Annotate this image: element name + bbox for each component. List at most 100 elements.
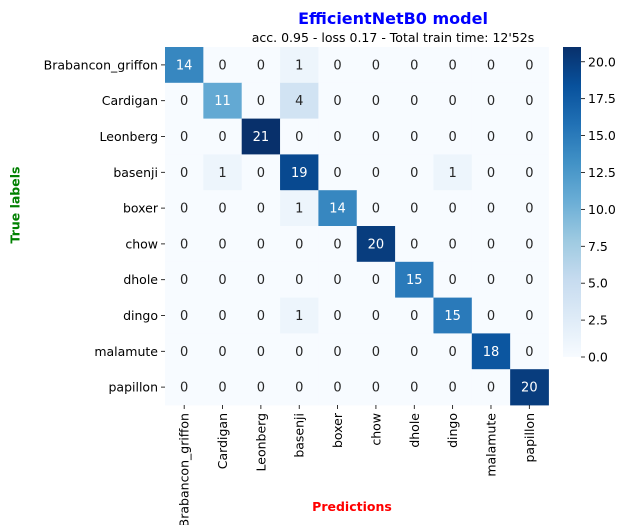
cell-value: 0 — [257, 237, 265, 252]
cell-basenji-dhole — [395, 154, 434, 191]
cell-leonberg-malamute — [471, 118, 511, 155]
cell-leonberg-boxer — [318, 118, 358, 155]
cell-basenji-malamute — [471, 154, 511, 191]
colorbar-tick-label: 10.0 — [588, 202, 616, 217]
cell-value: 0 — [333, 130, 341, 145]
cell-value: 0 — [372, 58, 380, 73]
cell-value: 0 — [372, 381, 380, 396]
cell-boxer-papillon — [510, 190, 549, 227]
cell-dingo-basenji — [280, 297, 319, 334]
cell-value: 0 — [218, 130, 226, 145]
cell-brabancon-griffon-papillon — [510, 47, 549, 84]
cell-value: 0 — [218, 202, 226, 217]
cell-chow-chow — [356, 226, 396, 263]
cell-dhole-boxer — [318, 261, 358, 298]
cell-dhole-dingo — [433, 261, 473, 298]
cell-value: 0 — [295, 273, 303, 288]
cell-cardigan-brabancon-griffon — [165, 82, 204, 119]
cell-papillon-leonberg — [241, 369, 281, 406]
colorbar-tick-label: 2.5 — [588, 313, 608, 328]
cell-value: 1 — [218, 166, 226, 181]
cell-value: 0 — [295, 237, 303, 252]
cell-value: 18 — [483, 345, 500, 360]
cell-value: 0 — [487, 309, 495, 324]
cell-value: 0 — [180, 237, 188, 252]
colorbar-ticks: 0.0 2.5 5.0 7.5 10.0 12.5 15.0 17.5 20.0 — [581, 54, 616, 365]
cell-dhole-dhole — [395, 261, 434, 298]
cell-dingo-chow — [356, 297, 396, 334]
cell-dingo-brabancon-griffon — [165, 297, 204, 334]
cell-cardigan-basenji — [280, 82, 319, 119]
cell-value: 11 — [214, 94, 231, 109]
cell-dhole-basenji — [280, 261, 319, 298]
cell-value: 0 — [180, 94, 188, 109]
cell-value: 0 — [448, 202, 456, 217]
cell-chow-dingo — [433, 226, 473, 263]
cell-value: 0 — [487, 202, 495, 217]
x-axis-label: Predictions — [312, 499, 392, 514]
cell-papillon-cardigan — [203, 369, 243, 406]
column-label-brabancon-griffon: Brabancon_griffon — [177, 413, 192, 525]
column-label-dhole: dhole — [407, 413, 422, 448]
cell-leonberg-brabancon-griffon — [165, 118, 204, 155]
colorbar-tick-label: 5.0 — [588, 276, 608, 291]
column-label-basenji: basenji — [292, 413, 307, 458]
cell-value: 20 — [368, 237, 385, 252]
column-label-papillon: papillon — [522, 413, 537, 463]
colorbar-tick-label: 12.5 — [588, 165, 616, 180]
cell-leonberg-leonberg — [241, 118, 281, 155]
cell-value: 0 — [257, 94, 265, 109]
cell-boxer-dhole — [395, 190, 434, 227]
colorbar — [563, 47, 581, 357]
row-label-dhole: dhole — [123, 272, 158, 287]
cell-value: 0 — [410, 166, 418, 181]
cell-value: 0 — [218, 345, 226, 360]
cell-chow-cardigan — [203, 226, 243, 263]
cell-cardigan-chow — [356, 82, 396, 119]
cell-value: 0 — [333, 58, 341, 73]
cell-malamute-boxer — [318, 333, 358, 370]
cell-value: 0 — [218, 273, 226, 288]
cell-value: 0 — [180, 202, 188, 217]
cell-dingo-dhole — [395, 297, 434, 334]
cell-malamute-malamute — [471, 333, 511, 370]
cell-value: 0 — [410, 381, 418, 396]
cell-papillon-brabancon-griffon — [165, 369, 204, 406]
row-label-dingo: dingo — [123, 308, 158, 323]
cell-value: 0 — [487, 130, 495, 145]
cell-brabancon-griffon-dingo — [433, 47, 473, 84]
cell-malamute-cardigan — [203, 333, 243, 370]
cell-value: 0 — [218, 58, 226, 73]
column-label-dingo: dingo — [445, 413, 460, 448]
cell-value: 0 — [180, 381, 188, 396]
cell-brabancon-griffon-malamute — [471, 47, 511, 84]
cell-dingo-boxer — [318, 297, 358, 334]
cell-value: 0 — [333, 166, 341, 181]
cell-dingo-papillon — [510, 297, 549, 334]
row-tick-labels: Brabancon_griffon Cardigan Leonberg basenji… — [44, 57, 165, 395]
cell-malamute-brabancon-griffon — [165, 333, 204, 370]
cell-dhole-papillon — [510, 261, 549, 298]
cell-value: 0 — [525, 237, 533, 252]
cell-boxer-basenji — [280, 190, 319, 227]
cell-leonberg-basenji — [280, 118, 319, 155]
cell-value: 0 — [410, 130, 418, 145]
cell-value: 0 — [295, 130, 303, 145]
cell-boxer-dingo — [433, 190, 473, 227]
column-label-leonberg: Leonberg — [253, 413, 268, 471]
cell-dhole-leonberg — [241, 261, 281, 298]
cell-value: 0 — [448, 94, 456, 109]
cell-value: 0 — [487, 273, 495, 288]
cell-value: 0 — [448, 58, 456, 73]
cell-value: 0 — [487, 237, 495, 252]
cell-value: 14 — [176, 58, 193, 73]
cell-dhole-brabancon-griffon — [165, 261, 204, 298]
row-label-leonberg: Leonberg — [100, 129, 158, 144]
cell-leonberg-papillon — [510, 118, 549, 155]
cell-value: 0 — [333, 309, 341, 324]
cell-value: 0 — [333, 381, 341, 396]
cell-boxer-boxer — [318, 190, 358, 227]
cell-boxer-leonberg — [241, 190, 281, 227]
cell-dingo-malamute — [471, 297, 511, 334]
